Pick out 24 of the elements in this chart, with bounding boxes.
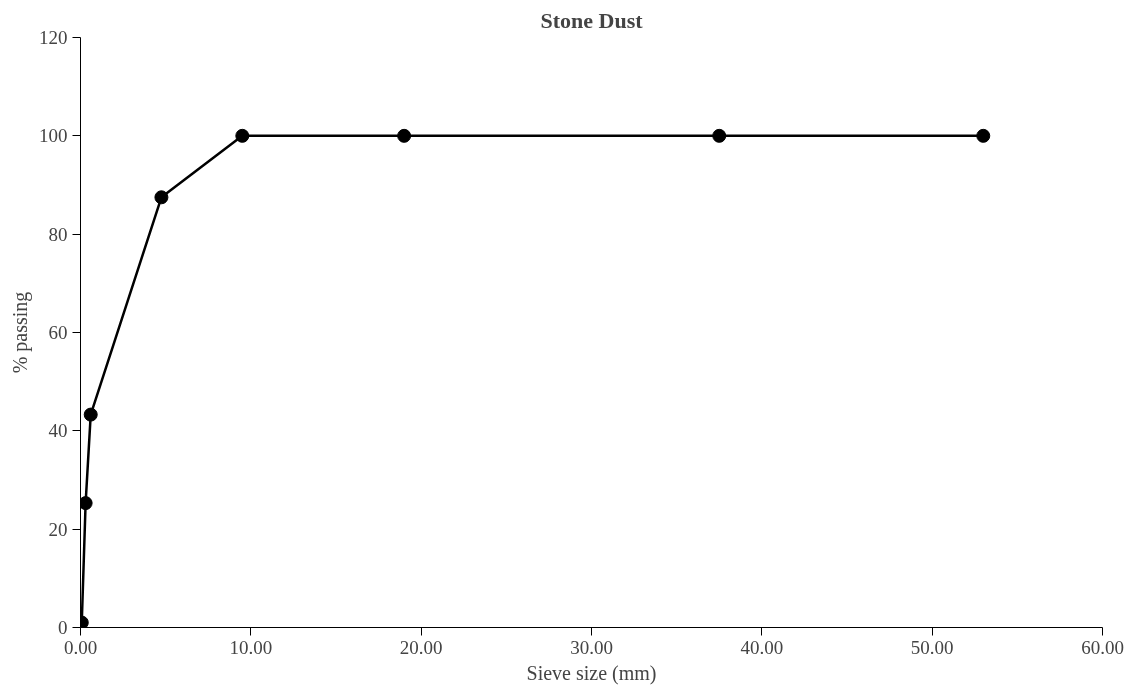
x-axis-title: Sieve size (mm): [526, 661, 657, 685]
y-tick-label: 100: [39, 125, 68, 147]
y-tick-label: 120: [39, 27, 68, 48]
x-tick-label: 0.00: [63, 636, 98, 658]
y-axis-title: % passing: [9, 291, 32, 374]
x-tick-label: 50.00: [910, 636, 954, 658]
point: [976, 128, 991, 143]
y-tick-label: 40: [48, 420, 68, 442]
x-tick-label: 40.00: [740, 636, 784, 658]
y-tick-label: 20: [48, 518, 68, 540]
x-tick-label: 20.00: [399, 636, 443, 658]
point: [154, 190, 169, 205]
y-tick-label: 80: [48, 223, 68, 245]
x-tick-label: 60.00: [1081, 636, 1124, 658]
x-tick-label: 30.00: [570, 636, 613, 658]
point: [397, 128, 412, 143]
point: [235, 128, 250, 143]
y-tick-label: 0: [58, 617, 68, 638]
point: [83, 407, 98, 422]
y-tick-label: 60: [48, 322, 68, 343]
point: [80, 496, 93, 511]
x-tick-label: 10.00: [229, 636, 273, 658]
point: [712, 128, 727, 143]
chart-title: Stone Dust: [540, 7, 644, 33]
